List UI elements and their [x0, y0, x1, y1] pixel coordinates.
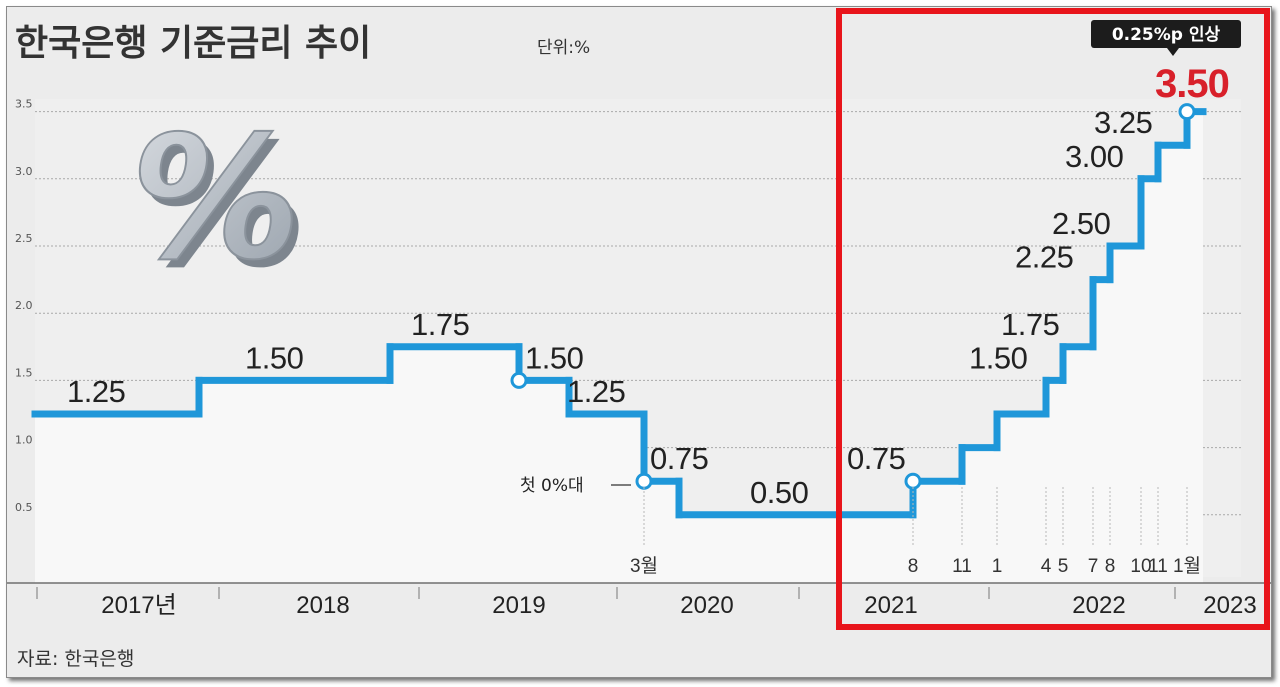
year-label: 2019: [492, 592, 545, 619]
year-labels: 2017년 2018 2019 2020 2021 2022 2023: [36, 587, 1257, 619]
svg-text:%: %: [123, 108, 321, 306]
latest-rate-label: 3.50: [1155, 62, 1229, 106]
rate-value-label: 1.50: [245, 340, 304, 375]
month-label: 8: [908, 556, 919, 577]
month-label: 8: [1105, 556, 1116, 577]
rate-value-label: 0.75: [847, 441, 905, 476]
month-label: 1: [992, 556, 1003, 577]
rate-chart: 0.51.01.52.02.53.03.5 한국은행 기준금리 추이 단위:% …: [7, 7, 1271, 677]
y-tick-label: 2.0: [15, 299, 33, 312]
month-label: 5: [1058, 556, 1069, 577]
year-label: 2020: [680, 592, 733, 619]
chart-title: 한국은행 기준금리 추이: [15, 23, 371, 64]
rate-value-label: 0.75: [650, 441, 708, 476]
year-label: 2023: [1203, 592, 1256, 619]
month-guides: [643, 487, 1188, 547]
y-tick-label: 1.0: [15, 434, 33, 447]
rate-value-label: 3.25: [1094, 105, 1152, 140]
unit-label: 단위:%: [537, 38, 590, 58]
svg-text:%: %: [116, 100, 314, 298]
month-label: 11: [1148, 556, 1168, 577]
rate-value-label: 2.25: [1015, 240, 1073, 275]
rate-value-label: 1.25: [567, 374, 625, 409]
year-label: 2017년: [101, 592, 176, 619]
year-label: 2022: [1072, 592, 1125, 619]
percent-symbol-icon: % %: [115, 99, 321, 306]
rate-value-label: 1.50: [969, 340, 1028, 375]
year-label: 2021: [864, 592, 917, 619]
badge-text: 0.25%p 인상: [1112, 25, 1221, 45]
month-label: 3월: [630, 555, 658, 577]
month-label: 11: [952, 556, 972, 577]
rate-value-label: 3.00: [1065, 139, 1124, 174]
rate-value-label: 1.75: [1001, 307, 1059, 342]
rate-value-label: 1.75: [411, 307, 469, 342]
rate-value-label: 0.50: [750, 475, 809, 510]
month-label: 4: [1041, 556, 1052, 577]
rate-point-marker: [635, 472, 653, 490]
month-label: 7: [1088, 556, 1099, 577]
y-tick-label: 2.5: [15, 232, 33, 245]
rate-value-labels: 1.251.501.751.501.250.750.500.751.501.75…: [67, 105, 1153, 510]
rate-value-label: 1.25: [67, 374, 125, 409]
chart-frame: 0.5 1.0 1.5 2.0 2.5 3.0 3.5 한국은행 기준금리 추이 단위:% …: [6, 6, 1272, 678]
rate-value-label: 2.50: [1052, 206, 1111, 241]
rate-value-label: 1.50: [525, 340, 584, 375]
month-label: 10: [1130, 556, 1151, 577]
y-tick-label: 3.5: [15, 98, 33, 111]
y-tick-label: 3.0: [15, 165, 33, 178]
area-under-line: [35, 111, 1203, 583]
year-label: 2018: [296, 592, 349, 619]
rate-point-marker: [510, 371, 528, 389]
y-axis-ticks: 0.5 1.0 1.5 2.0 2.5 3.0 3.5: [15, 98, 33, 514]
first-zero-note: 첫 0%대: [520, 476, 584, 496]
y-tick-label: 0.5: [15, 501, 33, 514]
rate-series-line: [31, 103, 1207, 519]
rate-hike-badge: 0.25%p 인상: [1091, 20, 1241, 56]
highlight-box: [836, 8, 1270, 630]
source-note: 자료: 한국은행: [17, 648, 134, 670]
rate-point-marker: [904, 472, 922, 490]
rate-point-marker: [1178, 103, 1196, 121]
y-tick-label: 1.5: [15, 366, 33, 379]
area-fill: [35, 111, 1203, 583]
month-label: 1월: [1173, 555, 1201, 577]
